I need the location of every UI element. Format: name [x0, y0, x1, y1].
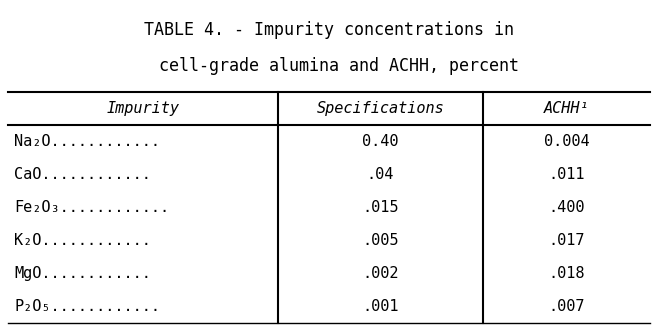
- Text: .002: .002: [362, 266, 399, 281]
- Text: .001: .001: [362, 299, 399, 314]
- Text: K₂O............: K₂O............: [14, 234, 151, 248]
- Text: 0.40: 0.40: [362, 134, 399, 150]
- Text: Specifications: Specifications: [316, 101, 444, 116]
- Text: Na₂O............: Na₂O............: [14, 134, 161, 150]
- Text: Fe₂O₃............: Fe₂O₃............: [14, 200, 170, 215]
- Text: CaO............: CaO............: [14, 167, 151, 182]
- Text: .018: .018: [548, 266, 585, 281]
- Text: .007: .007: [548, 299, 585, 314]
- Text: P₂O₅............: P₂O₅............: [14, 299, 161, 314]
- Text: .015: .015: [362, 200, 399, 215]
- Text: ACHH¹: ACHH¹: [544, 101, 590, 116]
- Text: .400: .400: [548, 200, 585, 215]
- Text: .017: .017: [548, 234, 585, 248]
- Text: 0.004: 0.004: [544, 134, 590, 150]
- Text: MgO............: MgO............: [14, 266, 151, 281]
- Text: .005: .005: [362, 234, 399, 248]
- Text: TABLE 4. - Impurity concentrations in: TABLE 4. - Impurity concentrations in: [144, 21, 514, 39]
- Text: .04: .04: [367, 167, 394, 182]
- Text: Impurity: Impurity: [107, 101, 179, 116]
- Text: .011: .011: [548, 167, 585, 182]
- Text: cell-grade alumina and ACHH, percent: cell-grade alumina and ACHH, percent: [139, 57, 519, 75]
